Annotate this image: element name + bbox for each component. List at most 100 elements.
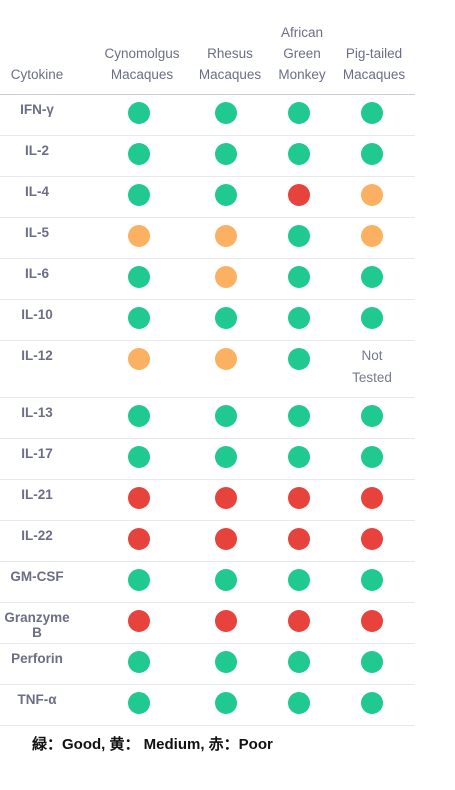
rating-dot-good	[128, 143, 150, 165]
cytokine-label: TNF-α	[17, 692, 57, 707]
cytokine-label: Perforin	[11, 651, 63, 666]
rating-dot-medium	[361, 184, 383, 206]
rating-dot-good	[128, 184, 150, 206]
rating-dot-good	[128, 102, 150, 124]
rating-dot-good	[361, 446, 383, 468]
header-line: Rhesus	[207, 46, 253, 61]
rating-dot-good	[361, 569, 383, 591]
cytokine-label: Granzyme B	[4, 610, 70, 640]
table-row: TNF-α	[0, 685, 415, 726]
table-row: IFN-γ	[0, 95, 415, 136]
header-line: Monkey	[278, 67, 326, 82]
header-line: Macaques	[342, 67, 406, 82]
header-line: Cynomolgus	[104, 46, 180, 61]
cytokine-label: IL-22	[21, 528, 53, 543]
cytokine-label: IL-5	[24, 225, 49, 240]
not-tested-label: Not Tested	[352, 348, 392, 385]
cytokine-label: IL-10	[21, 307, 53, 322]
rating-dot-good	[361, 102, 383, 124]
rating-dot-good	[288, 143, 310, 165]
rating-dot-medium	[215, 348, 237, 370]
rating-dot-good	[288, 266, 310, 288]
header-species-0: Cynomolgus Macaques	[94, 43, 190, 85]
cytokine-label: GM-CSF	[10, 569, 64, 584]
rating-dot-good	[288, 651, 310, 673]
cytokine-label: IL-6	[24, 266, 49, 281]
rating-dot-good	[215, 307, 237, 329]
rating-dot-poor	[215, 487, 237, 509]
rating-dot-poor	[288, 610, 310, 632]
rating-dot-good	[288, 348, 310, 370]
rating-dot-poor	[361, 528, 383, 550]
rating-dot-good	[215, 184, 237, 206]
table-body: IFN-γ IL-2 IL-4 IL-5 IL-6 IL-10 IL-12 Not Teste…	[0, 95, 415, 726]
rating-dot-good	[288, 569, 310, 591]
header-line: Pig-tailed	[345, 46, 403, 61]
rating-dot-medium	[215, 266, 237, 288]
rating-dot-poor	[128, 528, 150, 550]
rating-dot-good	[215, 102, 237, 124]
table-row: IL-10	[0, 300, 415, 341]
rating-dot-good	[361, 405, 383, 427]
rating-dot-medium	[215, 225, 237, 247]
table-row: GM-CSF	[0, 562, 415, 603]
rating-dot-good	[215, 569, 237, 591]
rating-dot-medium	[128, 348, 150, 370]
table-row: IL-17	[0, 439, 415, 480]
rating-dot-good	[288, 307, 310, 329]
rating-dot-good	[128, 692, 150, 714]
rating-dot-good	[288, 446, 310, 468]
header-line: Macaques	[198, 67, 262, 82]
table-row: Granzyme B	[0, 603, 415, 644]
table-row: Perforin	[0, 644, 415, 685]
rating-dot-poor	[361, 487, 383, 509]
table-row: IL-4	[0, 177, 415, 218]
rating-dot-poor	[288, 487, 310, 509]
rating-dot-poor	[288, 184, 310, 206]
header-species-2: African Green Monkey	[270, 22, 334, 85]
table-row: IL-6	[0, 259, 415, 300]
cytokine-label: IL-21	[21, 487, 53, 502]
rating-dot-good	[361, 692, 383, 714]
rating-dot-good	[215, 692, 237, 714]
rating-dot-good	[361, 143, 383, 165]
rating-dot-good	[215, 651, 237, 673]
rating-dot-good	[215, 446, 237, 468]
rating-dot-good	[288, 225, 310, 247]
rating-dot-good	[361, 651, 383, 673]
cytokine-table: Cytokine Cynomolgus Macaques Rhesus Maca…	[0, 0, 415, 726]
rating-dot-good	[215, 143, 237, 165]
header-species-3: Pig-tailed Macaques	[336, 43, 412, 85]
rating-dot-poor	[215, 610, 237, 632]
rating-dot-good	[361, 266, 383, 288]
rating-dot-good	[215, 405, 237, 427]
table-row: IL-2	[0, 136, 415, 177]
rating-dot-medium	[361, 225, 383, 247]
cytokine-label: IFN-γ	[20, 102, 54, 117]
rating-dot-good	[128, 651, 150, 673]
rating-dot-good	[288, 405, 310, 427]
rating-dot-poor	[128, 610, 150, 632]
table-row: IL-12 Not Tested	[0, 341, 415, 398]
cytokine-label: IL-12	[21, 348, 53, 363]
table-row: IL-22	[0, 521, 415, 562]
rating-dot-good	[288, 692, 310, 714]
table-row: IL-21	[0, 480, 415, 521]
rating-dot-good	[128, 569, 150, 591]
rating-dot-good	[128, 405, 150, 427]
rating-dot-poor	[215, 528, 237, 550]
rating-dot-good	[128, 266, 150, 288]
rating-dot-poor	[361, 610, 383, 632]
rating-dot-good	[128, 446, 150, 468]
rating-dot-poor	[288, 528, 310, 550]
header-line: Green	[283, 46, 321, 61]
table-header: Cytokine Cynomolgus Macaques Rhesus Maca…	[0, 0, 415, 95]
legend-text: 緑：Good, 黄： Medium, 赤：Poor	[32, 736, 273, 753]
cytokine-label: IL-17	[21, 446, 53, 461]
rating-dot-poor	[128, 487, 150, 509]
table-row: IL-5	[0, 218, 415, 259]
rating-dot-good	[128, 307, 150, 329]
header-line: Macaques	[110, 67, 174, 82]
header-species-1: Rhesus Macaques	[192, 43, 268, 85]
rating-dot-good	[288, 102, 310, 124]
